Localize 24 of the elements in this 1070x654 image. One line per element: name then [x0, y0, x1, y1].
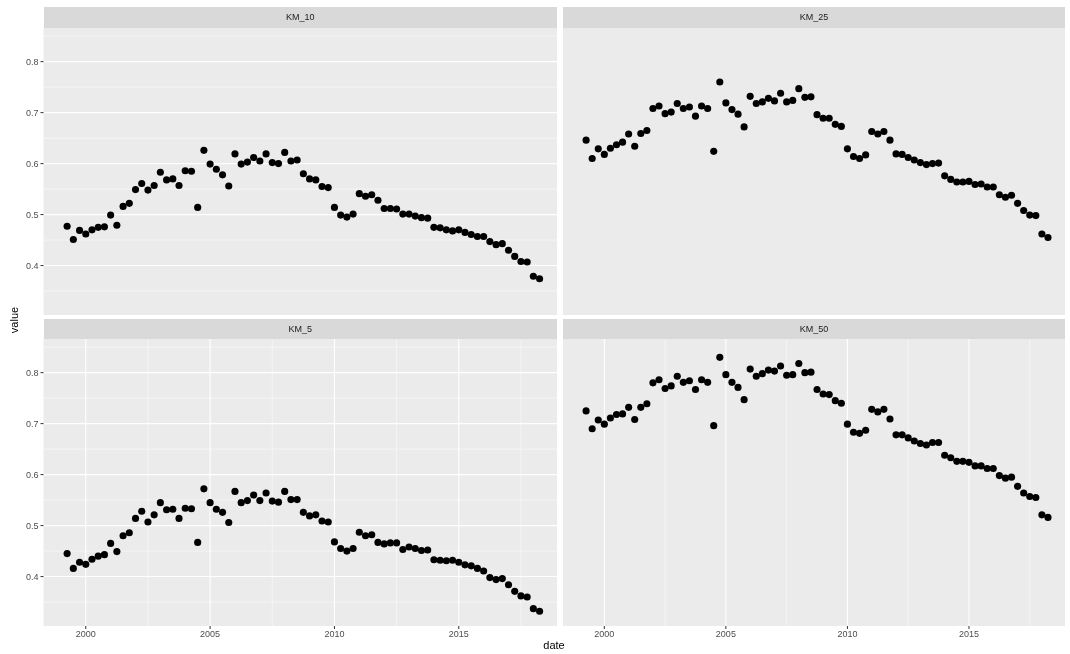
y-tick-label: 0.8	[25, 368, 39, 379]
x-tick-label: 2005	[200, 629, 221, 640]
x-tick-label: 2000	[75, 629, 96, 640]
x-tick-label: 2015	[448, 629, 469, 640]
y-axis-title: value	[8, 306, 20, 334]
x-tick-label: 2000	[594, 629, 615, 640]
chart-title: KM_10	[43, 7, 557, 28]
chart-title: KM_25	[563, 7, 1065, 28]
y-tick-label: 0.5	[25, 209, 39, 220]
x-tick-label: 2010	[837, 629, 858, 640]
y-tick-label: 0.7	[25, 107, 39, 118]
y-tick-label: 0.4	[25, 260, 39, 271]
y-tick-label: 0.8	[25, 56, 39, 67]
y-tick-label: 0.6	[25, 469, 39, 480]
y-tick-label: 0.5	[25, 520, 39, 531]
chart-title: KM_5	[43, 318, 557, 340]
y-tick-label: 0.4	[25, 571, 39, 582]
x-tick-label: 2010	[324, 629, 345, 640]
x-axis-title: date	[543, 639, 565, 651]
y-tick-label: 0.7	[25, 419, 39, 429]
y-tick-label: 0.6	[25, 158, 39, 169]
x-tick-label: 2005	[715, 629, 736, 640]
chart-title: KM_50	[563, 318, 1065, 340]
x-tick-label: 2015	[958, 629, 979, 640]
